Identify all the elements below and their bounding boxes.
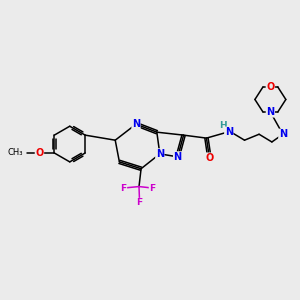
Text: H: H bbox=[220, 121, 227, 130]
Text: CH₃: CH₃ bbox=[8, 148, 23, 158]
Text: O: O bbox=[266, 82, 274, 92]
Text: F: F bbox=[149, 184, 155, 193]
Text: F: F bbox=[121, 184, 127, 193]
Text: O: O bbox=[35, 148, 44, 158]
Text: N: N bbox=[174, 152, 182, 162]
Text: N: N bbox=[156, 149, 164, 159]
Text: N: N bbox=[266, 107, 274, 117]
Text: F: F bbox=[136, 198, 143, 207]
Text: N: N bbox=[132, 119, 140, 129]
Text: N: N bbox=[279, 129, 287, 139]
Text: O: O bbox=[205, 153, 214, 163]
Text: N: N bbox=[225, 127, 233, 137]
